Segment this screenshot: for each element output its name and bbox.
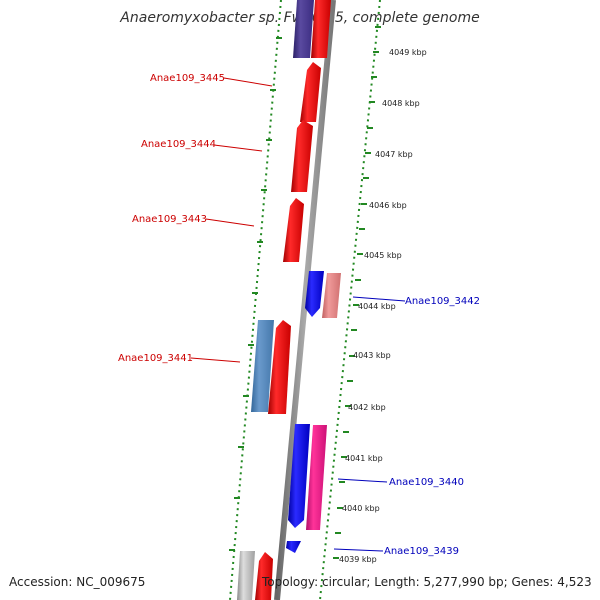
topology-text: Topology: circular; Length: 5,277,990 bp… — [262, 575, 592, 589]
gene-label-3441[interactable]: Anae109_3441 — [118, 353, 193, 364]
gene-anae109-3442[interactable] — [305, 271, 324, 317]
gene-anae109-3439[interactable] — [286, 541, 301, 553]
gene-anae109-3441[interactable] — [268, 320, 291, 414]
gene-label-3443[interactable]: Anae109_3443 — [132, 214, 207, 225]
gene-red-top[interactable] — [311, 0, 331, 58]
tick-label: 4046 kbp — [369, 201, 407, 210]
tick-label: 4047 kbp — [375, 150, 413, 159]
gene-anae109-3440[interactable] — [288, 424, 310, 528]
gene-purple-top[interactable] — [293, 0, 314, 58]
gene-label-3442[interactable]: Anae109_3442 — [405, 296, 480, 307]
tick-label: 4048 kbp — [382, 99, 420, 108]
right-boundary-line — [319, 0, 381, 600]
tick-label: 4049 kbp — [389, 48, 427, 57]
genome-backbone — [274, 0, 336, 600]
accession-text: Accession: NC_009675 — [9, 575, 146, 589]
gene-anae109-3444[interactable] — [291, 120, 313, 192]
gene-anae109-3445[interactable] — [300, 62, 321, 122]
gene-salmon[interactable] — [322, 273, 341, 318]
tick-label: 4041 kbp — [345, 454, 383, 463]
leader-line-3441 — [190, 357, 241, 363]
leader-line-3444 — [213, 144, 263, 152]
gene-label-3439[interactable]: Anae109_3439 — [384, 546, 459, 557]
gene-red-bottom[interactable] — [255, 552, 273, 600]
tick-label: 4045 kbp — [364, 251, 402, 260]
left-tick-marks — [229, 37, 282, 551]
gene-label-3445[interactable]: Anae109_3445 — [150, 73, 225, 84]
gene-anae109-3443[interactable] — [283, 198, 304, 262]
leader-line-3445 — [223, 77, 273, 87]
gene-gray-bottom[interactable] — [237, 551, 255, 600]
leader-line-3443 — [205, 218, 255, 227]
gene-pink[interactable] — [306, 425, 327, 530]
gene-steel-blue[interactable] — [251, 320, 274, 412]
kbp-tick-labels: 4049 kbp 4048 kbp 4047 kbp 4046 kbp 4045… — [339, 48, 427, 564]
gene-label-3444[interactable]: Anae109_3444 — [141, 139, 216, 150]
tick-label: 4043 kbp — [353, 351, 391, 360]
gene-label-3440[interactable]: Anae109_3440 — [389, 477, 464, 488]
leader-line-3440 — [337, 478, 388, 483]
right-tick-marks — [333, 26, 381, 559]
tick-label: 4044 kbp — [358, 302, 396, 311]
left-boundary-line — [229, 0, 282, 600]
tick-label: 4040 kbp — [342, 504, 380, 513]
leader-line-3442 — [352, 296, 406, 302]
leader-line-3439 — [333, 548, 384, 552]
tick-label: 4039 kbp — [339, 555, 377, 564]
tick-label: 4042 kbp — [348, 403, 386, 412]
